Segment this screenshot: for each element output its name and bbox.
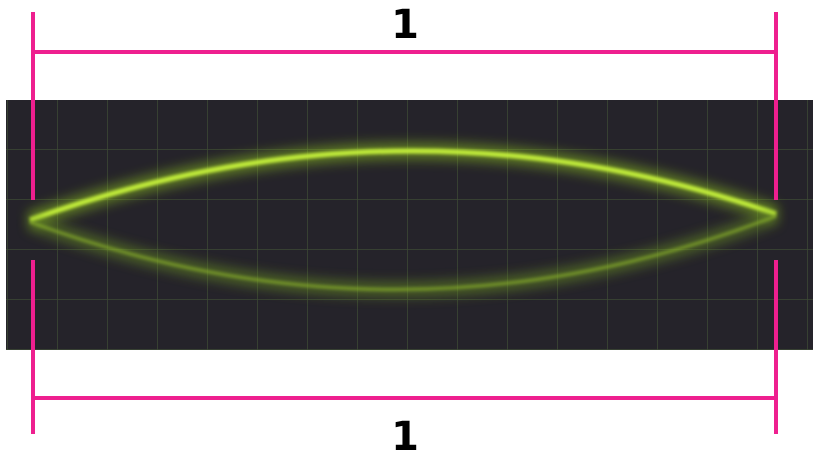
- lower-trace: [29, 214, 777, 291]
- top-label: 1: [391, 2, 419, 48]
- trace: [27, 143, 779, 297]
- dimension-lines: [31, 12, 778, 434]
- bottom-label: 1: [391, 414, 419, 454]
- oscilloscope-screen: [6, 100, 813, 350]
- screen-grid: [6, 100, 813, 350]
- upper-trace: [29, 148, 777, 223]
